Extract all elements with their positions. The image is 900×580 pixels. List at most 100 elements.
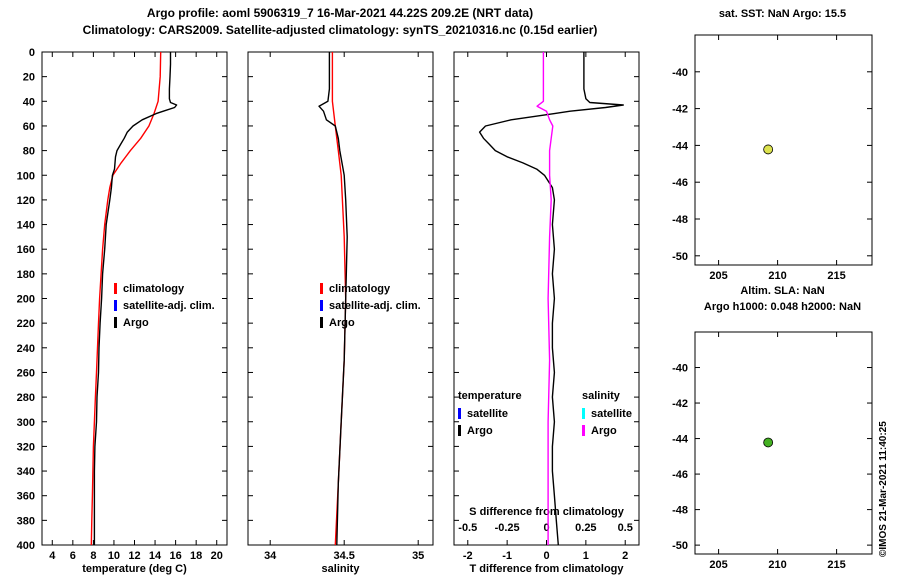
x-tick-label: -2 <box>463 550 473 562</box>
y-tick-label: 120 <box>17 195 35 207</box>
sla-position-map: 205 210 215 -50 -48 -46 -44 -42 -40 <box>672 331 873 571</box>
x-tick-label: 35 <box>412 550 424 562</box>
y-tick-label: 180 <box>17 269 35 281</box>
y-tick-label: 20 <box>23 72 35 84</box>
y-tick-label: 160 <box>17 244 35 256</box>
axis-box <box>694 331 873 555</box>
y-tick-label: 140 <box>17 220 35 232</box>
x-tick-label: 8 <box>90 550 96 562</box>
y-tick-label: 360 <box>17 491 35 503</box>
salinity-axis-label: salinity <box>321 563 360 575</box>
salinity-profile-panel: 34 34.5 35 <box>247 51 434 562</box>
legend-label: Argo <box>329 316 355 329</box>
legend-entry: Argo <box>458 422 522 439</box>
y-tick-label: -40 <box>672 363 688 375</box>
diff-salinity-legend: salinity satellite Argo <box>582 388 632 439</box>
temperature-legend: climatology satellite-adj. clim. Argo <box>114 280 215 331</box>
x-tick-label: 34 <box>264 550 277 562</box>
y-tick-label: -46 <box>672 177 688 189</box>
argo-line-marker <box>320 317 323 328</box>
secondary-tick-label: 0.5 <box>618 522 633 534</box>
x-tick-label: 14 <box>149 550 162 562</box>
argo-position-dot <box>763 144 774 155</box>
x-tick-label: 210 <box>768 270 786 282</box>
legend-label: satellite-adj. clim. <box>329 299 421 312</box>
x-tick-label: 1 <box>583 550 589 562</box>
legend-label: climatology <box>123 282 185 295</box>
legend-entry: satellite-adj. clim. <box>114 297 215 314</box>
legend-entry: Argo <box>582 422 632 439</box>
y-tick-label: 280 <box>17 392 35 404</box>
t-difference-axis-label: T difference from climatology <box>469 563 624 575</box>
series-argo-s-diff <box>536 52 554 545</box>
secondary-axis-label: S difference from climatology <box>469 506 625 518</box>
x-tick-label: 215 <box>827 270 845 282</box>
climatology-line-marker <box>114 283 117 294</box>
argo-s-line-marker <box>582 425 585 436</box>
x-tick-label: 205 <box>709 270 727 282</box>
y-tick-label: -50 <box>672 540 688 552</box>
argo-line-marker <box>114 317 117 328</box>
legend-label: satellite-adj. clim. <box>123 299 215 312</box>
axis-box <box>453 51 640 546</box>
legend-label: Argo <box>123 316 149 329</box>
sst-map-title: sat. SST: NaN Argo: 15.5 <box>718 8 847 20</box>
legend-entry: climatology <box>320 280 421 297</box>
legend-title: salinity <box>582 390 620 402</box>
y-tick-label: -50 <box>672 251 688 263</box>
y-tick-label: 380 <box>17 515 35 527</box>
y-tick-label: -40 <box>672 67 688 79</box>
difference-profile-panel: -2 -1 0 1 2 S difference from climatology -0.5… <box>453 51 640 562</box>
y-tick-label: -48 <box>672 505 688 517</box>
diff-temperature-legend: temperature satellite Argo <box>458 388 522 439</box>
legend-label: satellite <box>591 407 632 420</box>
legend-entry: satellite <box>582 405 632 422</box>
series-climatology <box>90 51 162 546</box>
figure-title-line2: Climatology: CARS2009. Satellite-adjuste… <box>82 23 598 37</box>
x-tick-label: 210 <box>768 559 786 571</box>
temperature-axis-label: temperature (deg C) <box>82 563 187 575</box>
legend-label: satellite <box>467 407 508 420</box>
x-tick-label: 2 <box>622 550 628 562</box>
y-tick-label: 300 <box>17 417 35 429</box>
x-tick-label: 10 <box>108 550 120 562</box>
y-tick-label: -42 <box>672 104 688 116</box>
argo-t-line-marker <box>458 425 461 436</box>
x-tick-label: 205 <box>709 559 727 571</box>
y-tick-label: 200 <box>17 294 35 306</box>
secondary-tick-label: -0.5 <box>458 522 477 534</box>
salinity-legend: climatology satellite-adj. clim. Argo <box>320 280 421 331</box>
satellite-t-line-marker <box>458 408 461 419</box>
series-argo <box>93 52 178 545</box>
legend-entry: Argo <box>114 314 215 331</box>
axis-box <box>694 34 873 266</box>
temperature-profile-panel: 4 6 8 10 12 14 16 18 200204060801001201401601802… <box>17 47 228 562</box>
y-tick-label: 320 <box>17 441 35 453</box>
legend-entry: Argo <box>320 314 421 331</box>
y-tick-label: 260 <box>17 367 35 379</box>
legend-title: temperature <box>458 390 522 402</box>
x-tick-label: 34.5 <box>333 550 354 562</box>
x-tick-label: 215 <box>827 559 845 571</box>
x-tick-label: 12 <box>128 550 140 562</box>
secondary-tick-label: 0 <box>543 522 549 534</box>
legend-label: Argo <box>591 424 617 437</box>
argo-position-dot <box>763 437 774 448</box>
legend-entry: climatology <box>114 280 215 297</box>
legend-label: Argo <box>467 424 493 437</box>
satellite-clim-line-marker <box>320 300 323 311</box>
imos-watermark: ©IMOS 21-Mar-2021 11:40:25 <box>878 421 889 557</box>
sla-map-subtitle: Argo h1000: 0.048 h2000: NaN <box>703 301 862 313</box>
series-argo-t-diff <box>478 52 625 546</box>
y-tick-label: -44 <box>672 434 689 446</box>
y-tick-label: 220 <box>17 318 35 330</box>
secondary-tick-label: -0.25 <box>495 522 520 534</box>
y-tick-label: -48 <box>672 214 688 226</box>
figure-title-line1: Argo profile: aoml 5906319_7 16-Mar-2021… <box>146 6 534 20</box>
y-tick-label: 40 <box>23 96 35 108</box>
satellite-clim-line-marker <box>114 300 117 311</box>
x-tick-label: 18 <box>190 550 202 562</box>
y-tick-label: -46 <box>672 469 688 481</box>
series-argo <box>318 52 348 546</box>
